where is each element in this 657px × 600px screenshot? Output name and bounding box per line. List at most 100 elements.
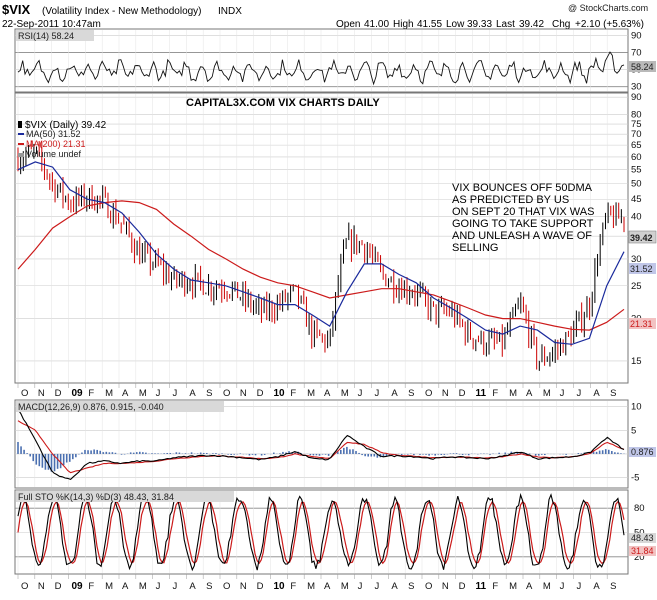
- x-axis-month-label: J: [173, 581, 178, 592]
- x-axis-month-label: D: [459, 388, 466, 399]
- rsi-tick-label: 90: [631, 30, 642, 41]
- low-value: 39.33: [467, 19, 492, 30]
- rsi-line: [17, 51, 625, 86]
- x-axis-month-label: S: [408, 388, 414, 399]
- low-label: Low: [446, 19, 465, 30]
- price-tick-label: 65: [631, 140, 642, 151]
- sto-d-tag-bg: [629, 546, 656, 556]
- ma50-tag: 31.52: [630, 264, 653, 274]
- x-axis-month-label: A: [593, 581, 600, 592]
- price-tick-label: 45: [631, 194, 642, 205]
- x-axis-month-label: J: [358, 581, 363, 592]
- x-axis-month-label: F: [290, 581, 296, 592]
- price-tick-label: 55: [631, 165, 642, 176]
- chg-label: Chg: [552, 19, 570, 30]
- price-tick-label: 60: [631, 152, 642, 163]
- x-axis-month-label: A: [122, 388, 129, 399]
- x-axis-month-label: D: [257, 581, 264, 592]
- x-axis-month-label: M: [307, 581, 315, 592]
- price-panel: 152025303540455055606570758090 $VIX (Dai…: [14, 92, 657, 384]
- x-axis-month-label: O: [21, 581, 28, 592]
- macd-axis: -50510: [631, 402, 642, 484]
- ma50-tag-bg: [629, 263, 656, 274]
- last-label: Last: [496, 19, 515, 30]
- macd-line: [17, 409, 625, 481]
- x-axis-month-label: D: [55, 581, 62, 592]
- price-tick-label: 90: [631, 92, 642, 103]
- sto-k-tag: 48.43: [631, 533, 654, 543]
- x-axis-month-label: D: [459, 581, 466, 592]
- x-axis-month-label: M: [509, 581, 517, 592]
- x-axis-month-label: O: [223, 388, 230, 399]
- sto-k-line: [17, 492, 625, 572]
- sto-k-tag-bg: [629, 533, 656, 543]
- x-axis-month-label: D: [257, 388, 264, 399]
- price-tick-label: 25: [631, 281, 642, 292]
- x-axis-month-label: N: [38, 388, 45, 399]
- x-axis-month-label: S: [206, 581, 212, 592]
- vix-note-line: GOING TO TAKE SUPPORT: [452, 218, 594, 230]
- x-axis-month-label: J: [156, 388, 161, 399]
- x-axis-month-label: D: [55, 388, 62, 399]
- sto-label-bg: [16, 491, 234, 502]
- x-axis-year-label: 09: [72, 388, 84, 399]
- exchange: INDX: [218, 6, 242, 17]
- x-axis-month-label: F: [88, 581, 94, 592]
- open-value: 41.00: [364, 19, 389, 30]
- x-axis-month-label: J: [375, 581, 380, 592]
- x-axis-month-label: J: [173, 388, 178, 399]
- x-axis-month-label: N: [442, 388, 449, 399]
- macd-tick-label: -5: [631, 473, 639, 484]
- volume-legend-swatch: [18, 153, 24, 157]
- x-axis-month-label: A: [391, 388, 398, 399]
- x-axis-year-label: 09: [72, 581, 84, 592]
- vix-note-line: AS PREDICTED BY US: [452, 194, 569, 206]
- rsi-label-bg: [16, 30, 94, 41]
- price-legend: $VIX (Daily) 39.42 MA(50) 31.52 MA(200) …: [18, 120, 107, 159]
- x-axis-month-label: O: [425, 388, 432, 399]
- x-axis-month-label: J: [560, 388, 565, 399]
- x-axis-month-label: M: [105, 581, 113, 592]
- last-price-tag-bg: [628, 230, 657, 244]
- x-axis-month-label: J: [577, 388, 582, 399]
- vix-note-line: SELLING: [452, 242, 498, 254]
- x-axis-month-label: A: [391, 581, 398, 592]
- last-value: 39.42: [519, 19, 544, 30]
- chg-value: +2.10 (+5.63%): [575, 19, 644, 30]
- x-axis-year-label: 10: [274, 388, 286, 399]
- high-value: 41.55: [417, 19, 442, 30]
- x-axis-month-label: A: [189, 581, 196, 592]
- x-axis-month-label: O: [21, 388, 28, 399]
- x-axis-month-label: F: [88, 388, 94, 399]
- price-tick-label: 70: [631, 129, 642, 140]
- sto-panel: 205080 Full STO %K(14,3) %D(3) 48.43, 31…: [14, 489, 656, 575]
- rsi-label: RSI(14) 58.24: [18, 31, 74, 41]
- date-stamp: 22-Sep-2011 10:47am: [2, 19, 101, 30]
- x-axis-month-label: J: [375, 388, 380, 399]
- x-axis-month-label: J: [560, 581, 565, 592]
- vix-note-line: AND UNLEASH A WAVE OF: [452, 230, 592, 242]
- x-axis-month-label: S: [610, 581, 616, 592]
- x-axis-month-label: N: [38, 581, 45, 592]
- ma50-line: [17, 161, 625, 345]
- macd-tick-label: 5: [631, 425, 636, 436]
- high-label: High: [393, 19, 414, 30]
- price-tick-label: 50: [631, 179, 642, 190]
- x-axis-month-label: O: [425, 581, 432, 592]
- ma50-legend-swatch: [18, 133, 24, 135]
- legend-volume: Volume undef: [26, 149, 82, 159]
- x-axis-month-label: A: [189, 388, 196, 399]
- ma200-line: [17, 200, 625, 331]
- price-tick-label: 75: [631, 119, 642, 130]
- rsi-tag-bg: [629, 61, 656, 72]
- rsi-frame: [14, 28, 629, 93]
- macd-label: MACD(12,26,9) 0.876, 0.915, -0.040: [18, 402, 164, 412]
- x-axis-month-label: M: [307, 388, 315, 399]
- legend-ma50: MA(50) 31.52: [26, 129, 81, 139]
- rsi-tag: 58.24: [631, 62, 654, 72]
- chart-header: $VIX (Volatility Index - New Methodology…: [2, 2, 648, 30]
- x-axis-month-label: M: [139, 581, 147, 592]
